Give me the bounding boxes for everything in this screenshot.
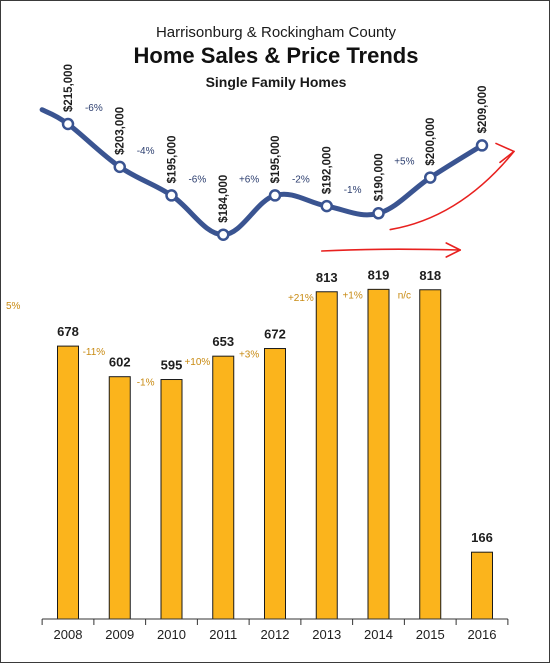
price-series-line [39,107,485,238]
sales-change-label-partial: 5% [6,301,21,312]
sales-change-label: +1% [342,290,362,301]
sales-data-label: 653 [212,334,234,349]
sales-change-label: -1% [137,378,155,389]
sales-data-label: 166 [471,530,493,545]
price-point [372,207,385,220]
sales-change-label: +10% [184,357,210,368]
sales-bar [419,289,442,620]
price-change-label: +6% [239,174,259,185]
sales-data-label: 819 [368,267,390,282]
sales-bar [367,288,390,620]
x-tick-label: 2010 [157,627,186,642]
price-point [475,139,489,152]
price-trend-arrowhead [495,142,515,164]
sales-trend-arrowhead [445,242,462,258]
price-data-label: $209,000 [477,85,489,133]
price-change-label: -6% [85,103,103,114]
sales-bar [108,376,131,620]
x-tick-label: 2008 [54,627,83,642]
price-change-label: +5% [394,157,414,168]
sales-trend-arrow [320,248,462,252]
price-data-label: $190,000 [374,153,386,201]
price-data-label: $203,000 [115,107,127,155]
x-tick-label: 2014 [364,627,393,642]
sales-bar-chart: 678 602 595 653 672 813 819 818 166 5% -11% -1% +10%… [6,267,493,620]
x-tick-label: 2013 [312,627,341,642]
price-data-label: $192,000 [322,146,334,194]
sales-change-label: -11% [83,347,106,358]
sales-bar [160,379,183,620]
chart-title: Home Sales & Price Trends [134,43,419,68]
sales-data-label: 602 [109,355,131,370]
price-point [113,160,126,174]
x-tick-label: 2016 [468,627,497,642]
price-point [61,117,75,131]
price-data-label: $195,000 [167,135,179,183]
sales-data-label: 595 [161,358,183,373]
price-change-label: -1% [344,185,362,196]
price-data-label: $200,000 [425,118,437,166]
price-point [217,228,230,241]
sales-data-label: 813 [316,270,338,285]
x-tick-label: 2009 [105,627,134,642]
sales-data-label: 818 [419,268,441,283]
price-change-label: -2% [292,174,310,185]
price-data-label: $215,000 [63,64,75,112]
price-data-label: $195,000 [270,135,282,183]
price-trend-arrow [389,150,515,231]
x-tick-label: 2012 [261,627,290,642]
x-tick-label: 2011 [209,627,237,642]
price-change-label: -6% [188,174,206,185]
sales-bar [57,345,79,620]
price-point [268,189,282,202]
sales-bar [315,291,338,620]
sales-change-label: n/c [398,290,411,301]
sales-bar [264,348,286,620]
x-axis: 2008 2009 2010 2011 2012 2013 2014 2015 2016 [41,618,509,642]
trend-arrows [320,142,515,258]
x-tick-label: 2015 [416,627,445,642]
sales-change-label: +21% [288,293,314,304]
sales-bar [212,355,235,620]
price-change-label: -4% [137,146,155,157]
sales-data-label: 672 [264,327,286,342]
sales-change-label: +3% [239,350,259,361]
chart-subtitle: Single Family Homes [206,74,347,90]
price-point [320,199,333,213]
price-point [165,189,178,202]
sales-data-label: 678 [57,324,79,339]
sales-bar [471,551,493,620]
price-data-label: $184,000 [218,175,230,223]
chart-supertitle: Harrisonburg & Rockingham County [156,24,397,41]
price-point [424,171,437,184]
price-line-chart: $215,000 $203,000 $195,000 $184,000 $195,000… [39,64,489,241]
